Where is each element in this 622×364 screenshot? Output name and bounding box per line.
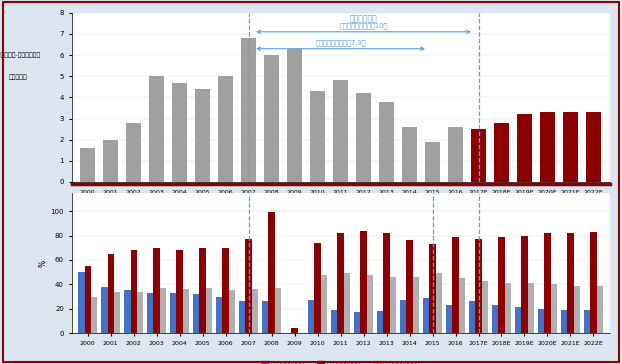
Bar [435,273,442,333]
Bar [218,76,233,182]
Bar [504,283,511,333]
Bar [78,272,85,333]
Bar [517,114,532,182]
Bar [206,288,212,333]
Bar [458,278,465,333]
Bar [567,233,573,333]
Bar [544,233,550,333]
Bar [338,233,343,333]
Bar [126,123,141,182]
Bar [195,89,210,182]
Bar [383,233,389,333]
Bar [406,241,412,333]
Bar [481,281,488,333]
Bar [540,112,555,182]
Bar [246,239,252,333]
Bar [389,277,396,333]
Bar [412,277,419,333]
Bar [108,254,114,333]
Bar [269,213,275,333]
Bar [360,231,366,333]
Bar [241,38,256,182]
Bar [590,232,596,333]
Bar [471,129,486,182]
Bar [321,274,327,333]
Bar [423,298,429,333]
Bar [527,283,534,333]
Bar [356,93,371,182]
Bar [101,287,108,333]
Text: 发达国家历史均值：7.3年: 发达国家历史均值：7.3年 [315,40,366,46]
Bar [315,243,321,333]
Bar [252,289,258,333]
Bar [172,83,187,182]
Text: 新兴市场历史均值：10年: 新兴市场历史均值：10年 [340,23,388,29]
Bar [515,308,521,333]
Bar [584,310,590,333]
Text: 新兴市场增速-发达国家增速: 新兴市场增速-发达国家增速 [0,52,41,58]
Bar [469,301,475,333]
Bar [264,55,279,182]
Bar [91,297,97,333]
Bar [425,142,440,182]
Bar [521,236,527,333]
Bar [448,127,463,182]
Bar [124,290,131,333]
Bar [193,294,200,333]
Bar [114,292,120,333]
Bar [131,250,137,333]
Bar [177,250,183,333]
Bar [354,312,360,333]
Bar [538,309,544,333]
Bar [475,239,481,333]
Bar [333,80,348,182]
Bar [103,140,118,182]
Bar [492,305,498,333]
Bar [239,301,246,333]
Bar [498,237,504,333]
Bar [229,290,235,333]
Bar [310,91,325,182]
Bar [563,112,578,182]
Text: （百分点）: （百分点） [8,74,27,80]
Bar [494,123,509,182]
Bar [223,248,229,333]
Bar [377,311,383,333]
Bar [446,305,452,333]
Bar [573,285,580,333]
Bar [343,273,350,333]
Bar [400,300,406,333]
Y-axis label: %: % [39,260,48,266]
Bar [287,49,302,182]
Bar [429,244,435,333]
Bar [216,297,223,333]
Bar [160,288,166,333]
Bar [170,293,177,333]
Bar [183,289,189,333]
Bar [379,102,394,182]
Bar [85,266,91,333]
Bar [154,248,160,333]
Bar [586,112,601,182]
Bar [80,148,95,182]
Legend: 发达国家增长贡献率, 新兴市场增长贡献率, 新中高增长贡献率加总: 发达国家增长贡献率, 新兴市场增长贡献率, 新中高增长贡献率加总 [258,359,423,364]
Bar [149,76,164,182]
Bar [137,292,143,333]
Bar [309,300,315,333]
Bar [200,248,206,333]
Bar [596,285,603,333]
Bar [292,328,298,333]
Bar [366,274,373,333]
Bar [550,284,557,333]
Bar [275,288,281,333]
Bar [402,127,417,182]
Bar [262,301,269,333]
Bar [147,293,154,333]
Text: 危机前加速期: 危机前加速期 [350,15,378,24]
Bar [332,310,338,333]
Bar [452,237,458,333]
Bar [561,310,567,333]
